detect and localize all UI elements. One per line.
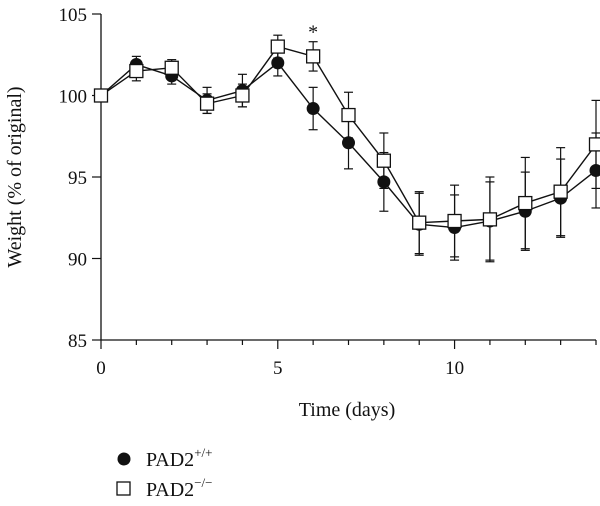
- data-point: [270, 39, 285, 54]
- data-point: [271, 56, 285, 70]
- data-series: [93, 34, 600, 263]
- data-point: [93, 88, 109, 103]
- legend-superscript: −/−: [194, 475, 212, 490]
- y-tick-label: 90: [68, 250, 87, 271]
- legend-series-name: PAD2: [146, 449, 194, 471]
- y-tick-label: 95: [68, 168, 87, 189]
- data-point: [235, 88, 250, 103]
- data-point: [129, 63, 144, 79]
- data-point: [447, 213, 462, 229]
- axis-ticks: 85 90 95 100 105 0 5 10: [59, 5, 597, 379]
- data-point: [199, 96, 215, 111]
- annotations: *: [308, 21, 318, 43]
- data-point: [305, 49, 321, 64]
- legend-series-name: PAD2: [146, 479, 194, 501]
- y-axis-title: Weight (% of original): [4, 86, 26, 267]
- y-tick-label: 100: [59, 87, 88, 108]
- data-point: [412, 215, 427, 230]
- y-tick-label: 85: [68, 331, 87, 352]
- legend-label-pad2-ko: PAD2−/−: [146, 475, 212, 501]
- y-tick-label: 105: [59, 5, 88, 26]
- legend-marker-filled-circle: [117, 452, 131, 466]
- data-point: [376, 153, 392, 168]
- legend-marker-open-square: [116, 481, 131, 496]
- data-point: [377, 175, 391, 189]
- legend-superscript: +/+: [194, 445, 212, 460]
- x-tick-label: 0: [96, 358, 106, 379]
- data-point: [341, 107, 356, 123]
- data-point: [589, 163, 600, 177]
- data-point: [588, 137, 600, 152]
- x-axis-title: Time (days): [299, 399, 395, 421]
- data-point: [342, 136, 355, 150]
- data-point: [553, 184, 568, 199]
- data-point: [164, 60, 179, 75]
- x-tick-label: 5: [273, 358, 283, 379]
- legend: PAD2+/+ PAD2−/−: [116, 445, 212, 501]
- data-point: [482, 212, 498, 227]
- x-tick-label: 10: [445, 358, 464, 379]
- data-point: [518, 195, 533, 211]
- legend-label-pad2-wt: PAD2+/+: [146, 445, 212, 471]
- significance-marker: *: [308, 21, 318, 43]
- data-point: [306, 102, 320, 116]
- series-markers-pad2-ko: [93, 39, 600, 230]
